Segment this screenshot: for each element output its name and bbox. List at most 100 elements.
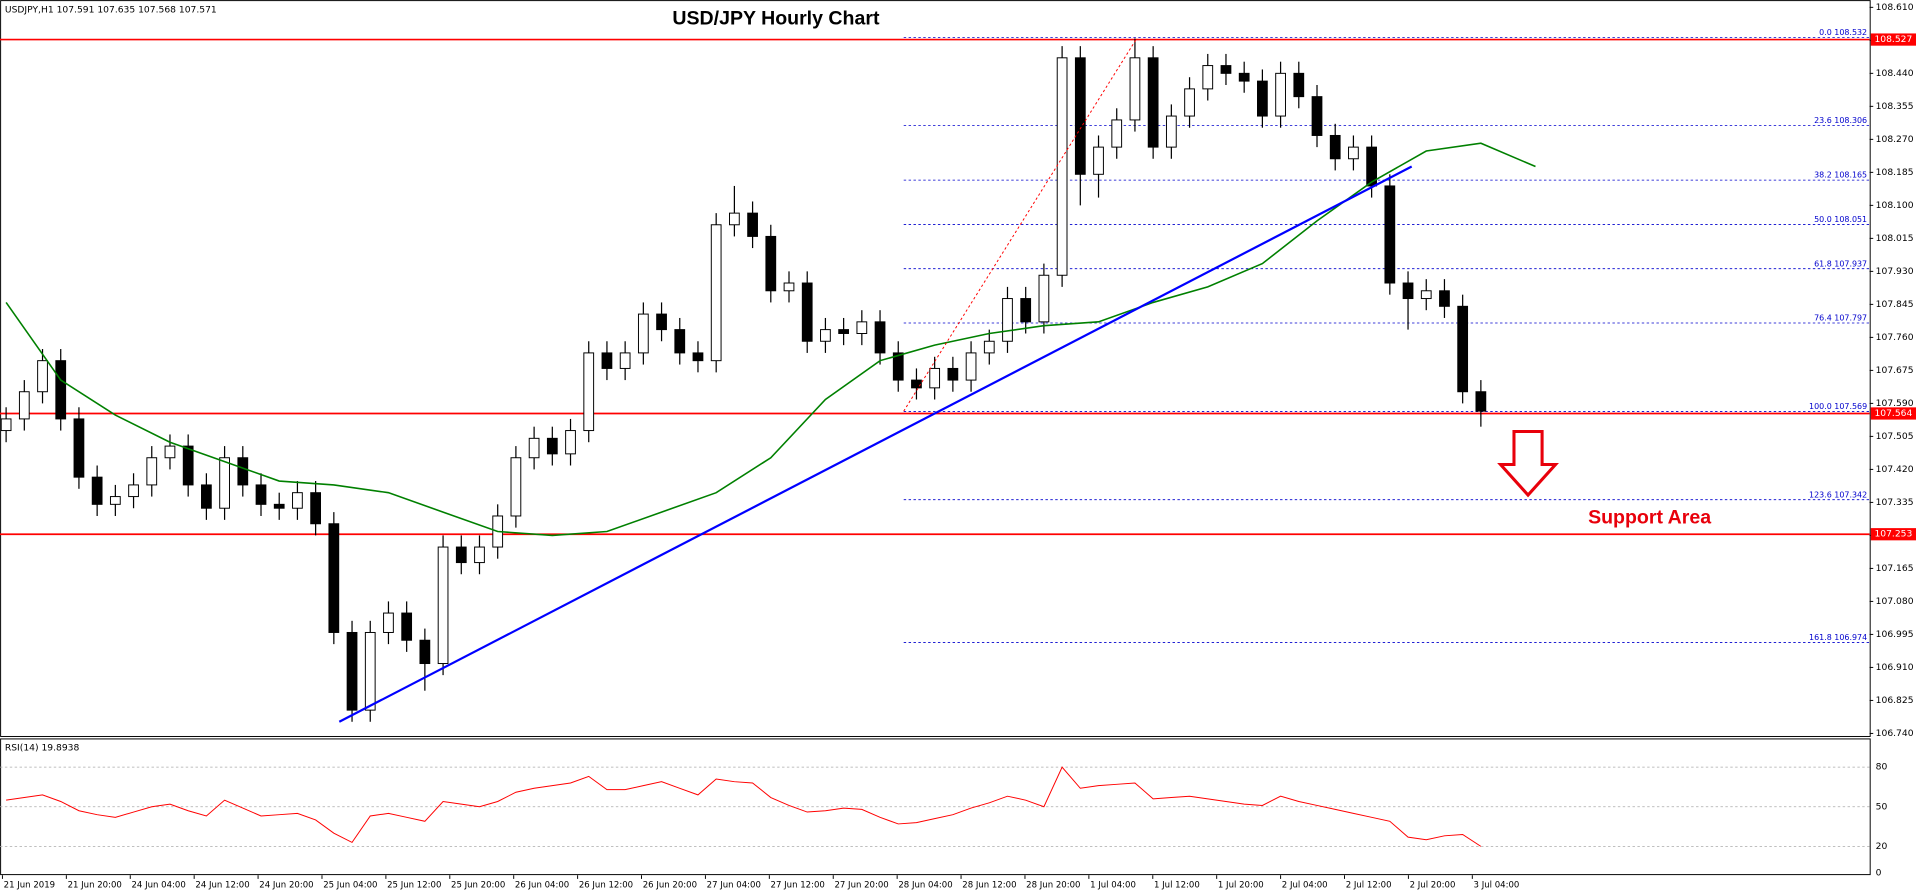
y-tick-label: 107.335 [1876, 497, 1914, 508]
candle-body [1420, 290, 1432, 300]
down-arrow [1497, 429, 1559, 498]
rsi-tick-label: 50 [1876, 801, 1888, 812]
x-tick-label: 26 Jun 20:00 [643, 880, 697, 890]
x-tick-label: 24 Jun 12:00 [195, 880, 249, 890]
candle-body [1038, 274, 1050, 323]
candle-body [601, 352, 613, 369]
candle-body [1147, 57, 1159, 148]
candle-body [0, 418, 12, 432]
candle-body [965, 352, 977, 381]
x-tick-label: 1 Jul 20:00 [1218, 880, 1264, 890]
candle-body [328, 523, 340, 633]
x-tick-label: 2 Jul 04:00 [1282, 880, 1328, 890]
x-tick-label: 28 Jun 04:00 [898, 880, 952, 890]
x-tick-label: 21 Jun 20:00 [68, 880, 122, 890]
candle-body [1402, 282, 1414, 300]
x-tick-label: 26 Jun 12:00 [579, 880, 633, 890]
candle-body [1439, 290, 1450, 307]
fib-label: 100.0 107.569 [1809, 402, 1867, 411]
candle-body [1384, 185, 1396, 284]
candle-body [1348, 146, 1359, 160]
candle-body [801, 282, 813, 342]
candle-body [765, 235, 777, 292]
candle-body [674, 329, 686, 354]
y-tick-label: 108.185 [1876, 167, 1914, 178]
candle-body [583, 352, 595, 432]
candle-body [109, 496, 121, 505]
level-label: 107.253 [1874, 529, 1912, 540]
candle-body [619, 352, 631, 369]
rsi-tick-label: 80 [1876, 762, 1888, 773]
candle-body [1002, 298, 1013, 342]
candle-body [528, 437, 540, 459]
candle-body [983, 340, 995, 354]
candle-body [892, 352, 904, 381]
candle-body [747, 212, 758, 237]
candle-body [729, 212, 740, 226]
y-tick-label: 107.760 [1876, 332, 1914, 343]
candle-body [1366, 146, 1378, 187]
candle-body [73, 418, 85, 478]
candle-body [1311, 96, 1323, 136]
x-tick-label: 26 Jun 04:00 [515, 880, 569, 890]
y-tick-label: 108.015 [1876, 233, 1914, 244]
candle-body [1457, 305, 1469, 393]
candle-body [1238, 72, 1250, 82]
candle-body [874, 321, 886, 354]
candle-body [1275, 72, 1286, 117]
y-tick-label: 108.610 [1876, 2, 1914, 13]
level-label: 108.527 [1874, 34, 1912, 45]
y-tick-label: 107.590 [1876, 398, 1914, 409]
candle-body [1129, 57, 1141, 121]
y-tick-label: 106.910 [1876, 662, 1914, 673]
candle-body [1184, 88, 1195, 117]
y-tick-label: 107.845 [1876, 299, 1914, 310]
level-tag [1870, 33, 1916, 46]
rsi-tick-label: 0 [1876, 867, 1882, 878]
candle-body [911, 379, 922, 389]
candle-body [419, 639, 431, 665]
fib-label: 38.2 108.165 [1814, 171, 1867, 180]
candle-body [1093, 146, 1104, 175]
x-tick-label: 28 Jun 12:00 [962, 880, 1016, 890]
x-tick-label: 25 Jun 04:00 [323, 880, 377, 890]
x-tick-label: 21 Jun 2019 [4, 880, 55, 890]
y-tick-label: 108.440 [1876, 68, 1914, 79]
level-tag [1870, 407, 1916, 420]
price-panel [0, 0, 1871, 737]
candle-body [455, 546, 467, 564]
candle-body [146, 457, 158, 486]
candle-body [437, 546, 449, 665]
y-tick-label: 107.930 [1876, 266, 1914, 277]
candle-body [656, 313, 667, 331]
candle-body [692, 352, 704, 362]
y-tick-label: 106.995 [1876, 629, 1914, 640]
annotation: Support Area [1588, 506, 1711, 528]
chart-title: USD/JPY Hourly Chart [672, 8, 880, 30]
candle-body [565, 430, 576, 455]
x-tick-label: 3 Jul 04:00 [1474, 880, 1520, 890]
candle-body [856, 321, 868, 334]
x-tick-label: 28 Jun 20:00 [1026, 880, 1080, 890]
candle-body [182, 445, 194, 486]
x-tick-label: 24 Jun 04:00 [131, 880, 185, 890]
fib-label: 61.8 107.937 [1814, 259, 1867, 268]
candle-body [346, 631, 358, 711]
y-tick-label: 107.675 [1876, 365, 1914, 376]
candle-body [219, 457, 230, 509]
candle-body [1202, 65, 1214, 90]
rsi-line [6, 766, 1482, 847]
candle-body [18, 391, 30, 420]
candle-body [929, 367, 941, 389]
y-tick-label: 107.165 [1876, 563, 1914, 574]
candle-body [1165, 115, 1177, 148]
candle-body [1220, 65, 1232, 74]
candle-body [1329, 134, 1341, 160]
rsi-tick-label: 20 [1876, 841, 1888, 852]
candle-body [1475, 391, 1487, 412]
candle-body [91, 476, 103, 505]
y-tick-label: 108.270 [1876, 134, 1914, 145]
candle-body [1056, 57, 1068, 276]
y-tick-label: 106.740 [1876, 728, 1914, 739]
